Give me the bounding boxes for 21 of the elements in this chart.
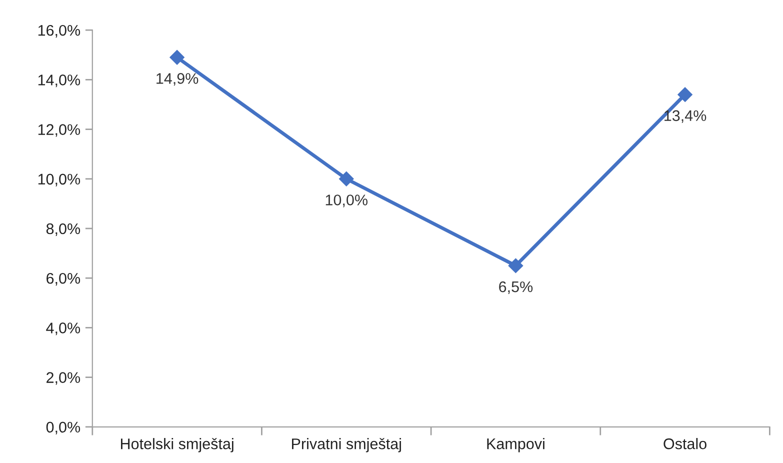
y-tick-label: 12,0% bbox=[38, 124, 80, 137]
data-label: 13,4% bbox=[664, 110, 706, 123]
y-tick-label: 2,0% bbox=[46, 372, 80, 385]
point bbox=[508, 258, 524, 274]
x-tick-label: Privatni smještaj bbox=[292, 438, 401, 452]
y-tick-label: 14,0% bbox=[38, 74, 80, 88]
y-tick-label: 0,0% bbox=[46, 422, 80, 434]
data-label: 10,0% bbox=[326, 194, 368, 208]
point bbox=[678, 87, 692, 102]
y-tick-label: 4,0% bbox=[46, 322, 80, 336]
y-tick-label: 10,0% bbox=[38, 174, 80, 186]
y-tick-label: 6,0% bbox=[46, 272, 80, 286]
x-tick-label: Ostalo bbox=[664, 438, 706, 450]
point bbox=[170, 50, 184, 65]
point bbox=[338, 171, 354, 186]
data-label: 14,9% bbox=[156, 73, 198, 86]
y-tick-label: 16,0% bbox=[38, 24, 80, 38]
y-tick-label: 8,0% bbox=[46, 223, 80, 236]
x-tick-label: Kampovi bbox=[487, 438, 544, 452]
x-tick-label: Hotelski smještaj bbox=[121, 438, 234, 452]
data-label: 6,5% bbox=[499, 281, 533, 294]
